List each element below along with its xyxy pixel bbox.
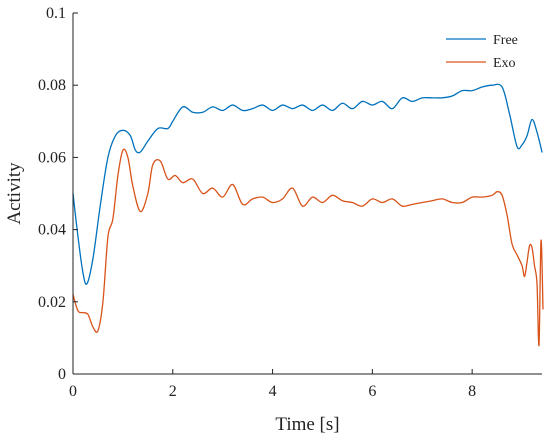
y-tick-label: 0.1 xyxy=(46,5,66,22)
y-tick-label: 0.08 xyxy=(38,77,66,94)
y-tick-label: 0.02 xyxy=(38,294,66,311)
y-tick-label: 0 xyxy=(58,366,66,383)
legend-label-free: Free xyxy=(493,33,518,48)
series-line-exo xyxy=(72,148,544,347)
ticks-layer: 0 2 4 6 8 0 0.02 0.04 0.06 0.08 0.1 xyxy=(38,5,476,400)
series-layer xyxy=(72,83,544,347)
x-axis-title: Time [s] xyxy=(275,414,339,435)
legend: Free Exo xyxy=(446,33,518,71)
axes-layer xyxy=(72,13,542,375)
x-tick-label: 4 xyxy=(269,383,277,400)
y-axis-title: Activity xyxy=(4,162,25,225)
x-tick-label: 0 xyxy=(69,383,77,400)
x-tick-label: 2 xyxy=(169,383,177,400)
x-tick-label: 8 xyxy=(468,383,476,400)
y-tick-label: 0.04 xyxy=(38,222,66,239)
x-tick-label: 6 xyxy=(368,383,376,400)
y-tick-label: 0.06 xyxy=(38,149,66,166)
legend-label-exo: Exo xyxy=(493,56,516,71)
series-line-free xyxy=(72,83,543,285)
